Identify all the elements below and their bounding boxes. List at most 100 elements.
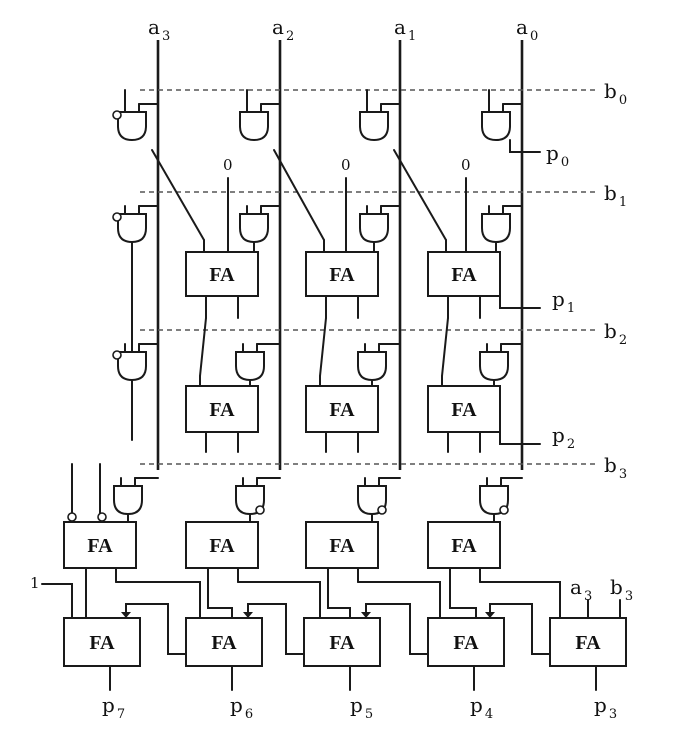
signal-labels: a 3 a 2 a 1 a 0b 0b 1b 2b 3p 00 0 0p 1p 21 a 3 b 3p 7 p 6 p 5 p 4 p 3 [30,15,633,722]
r3-to-r4-3 [237,581,321,619]
and-gate-r1-c0 [117,213,147,244]
label-a2-letter: a [272,15,284,39]
full-adder-r3-c2-label: FA [329,535,355,557]
full-adder-r2-c1-label: FA [329,399,355,421]
full-adder-r4-c3-label: FA [453,632,479,654]
full-adder-r4-c1-label: FA [211,632,237,654]
full-adder-r4-c0-label: FA [89,632,115,654]
label-a0-letter: a [516,15,528,39]
full-adder-r1-c2 [427,251,501,297]
full-adder-r4-c3 [427,617,505,667]
full-adder-r4-c2 [303,617,381,667]
label-b1-index: 1 [619,195,627,210]
label-a1-letter: a [394,15,406,39]
full-adder-r2-c2 [427,385,501,433]
label-b2-letter: b [604,319,617,343]
diag-r1-0 [151,149,205,241]
full-adder-r4-c0 [63,617,141,667]
label-p4-letter: p [470,693,483,717]
label-b3-index: 3 [619,467,627,482]
label-p7-index: 7 [117,707,125,722]
label-b2-index: 2 [619,333,627,348]
and-gate-r3-c3-inverter-bubble [499,505,509,515]
and-gate-r1-c3 [481,213,511,244]
full-adder-r4-c4-label: FA [575,632,601,654]
diag-r2-0 [199,317,207,377]
label-p5-letter: p [350,693,363,717]
full-adder-r2-c1 [305,385,379,433]
full-adder-r3-c0 [63,521,137,569]
and-gate-r0-c0-inverter-bubble [112,110,122,120]
wire-p0 [509,139,541,153]
label-p2-index: 2 [567,437,575,452]
full-adder-r3-c2 [305,521,379,569]
r3-to-r4-6 [449,597,477,619]
and-gate-r2-c1 [235,351,265,382]
full-adder-r1-c1-label: FA [329,264,355,286]
and-gates [67,110,511,618]
label-p6-index: 6 [245,707,253,722]
full-adder-r1-c0-label: FA [209,264,235,286]
full-adders: FA FA FA FA FA FA FA FA FA FA FA FA FA FA FA [63,251,627,667]
label-last-b3-index: 3 [625,589,633,604]
label-p1-index: 1 [567,301,575,316]
and-gate-r2-c2 [357,351,387,382]
zero-input-0: 0 [223,156,233,174]
full-adder-r3-c1-label: FA [209,535,235,557]
label-b1-letter: b [604,181,617,205]
r3-to-r4-2 [207,597,233,619]
and-gate-r2-c0 [117,351,147,382]
wire-carry-in [41,583,73,619]
wire-p1 [499,295,541,309]
label-b3-letter: b [604,453,617,477]
r3-to-r4-1 [115,581,201,619]
label-a1-index: 1 [408,29,416,44]
label-p0-letter: p [546,141,559,165]
label-p5-index: 5 [365,707,373,722]
full-adder-r1-c2-label: FA [451,264,477,286]
and-gate-r1-c1 [239,213,269,244]
wire-p2 [499,431,541,445]
carry-arrow-3 [485,612,495,618]
full-adder-r3-c3 [427,521,501,569]
label-a3-letter: a [148,15,160,39]
label-last-a3-letter: a [570,575,582,599]
full-adder-r4-c2-label: FA [329,632,355,654]
r3-to-r4-7 [479,581,561,619]
carry-chain-0 [125,603,187,655]
and-gate-r1-c2 [359,213,389,244]
carry-chain-3 [489,603,551,655]
carry-arrow-1 [243,612,253,618]
full-adder-r3-c1 [185,521,259,569]
carry-arrow-0 [121,612,131,618]
carry-in-label: 1 [30,574,40,592]
full-adder-r2-c0 [185,385,259,433]
carry-chain-2 [365,603,429,655]
full-adder-r3-c0-label: FA [87,535,113,557]
label-a2-index: 2 [286,29,294,44]
and-gate-r3-c0 [113,485,143,516]
full-adder-r4-c4 [549,617,627,667]
label-last-b3-letter: b [610,575,623,599]
label-p3-index: 3 [609,707,617,722]
and-gate-r1-c0-inverter-bubble [112,212,122,222]
wiring [41,89,621,691]
r3-to-r4-4 [327,597,351,619]
zero-input-2: 0 [461,156,471,174]
diag-r2-1 [319,317,327,377]
full-adder-r2-c0-label: FA [209,399,235,421]
